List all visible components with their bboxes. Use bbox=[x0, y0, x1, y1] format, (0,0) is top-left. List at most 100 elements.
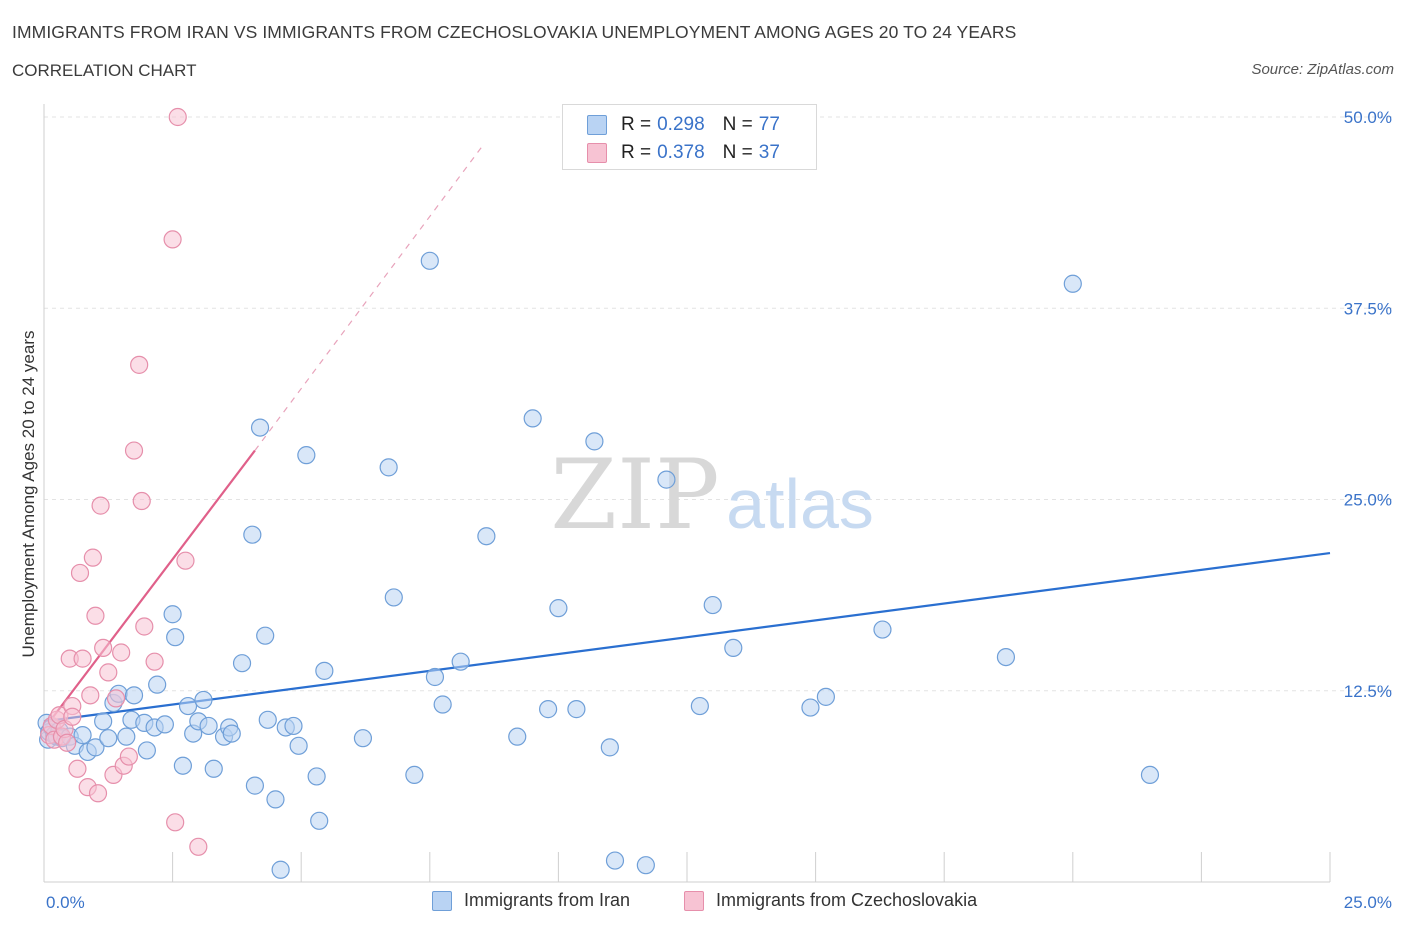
iran-point bbox=[284, 716, 303, 736]
czech-point bbox=[130, 355, 149, 374]
stats-legend: R = 0.298 N = 77 R = 0.378 N = 37 bbox=[562, 104, 817, 170]
legend-item-czech[interactable]: Immigrants from Czechoslovakia bbox=[684, 890, 977, 911]
iran-point bbox=[605, 851, 625, 870]
iran-point bbox=[873, 620, 892, 639]
tick-labels: 12.5% 25.0% 37.5% 50.0% 0.0% 25.0% bbox=[46, 108, 1392, 912]
czech-point bbox=[63, 707, 82, 726]
czech-point bbox=[119, 747, 138, 766]
legend-n-value: 37 bbox=[758, 142, 780, 163]
data-points bbox=[37, 107, 1160, 879]
czech-point bbox=[132, 491, 151, 511]
iran-point bbox=[243, 525, 262, 544]
czech-point bbox=[68, 759, 87, 778]
iran-point bbox=[307, 767, 326, 786]
czech-point bbox=[88, 784, 108, 803]
iran-point bbox=[585, 432, 604, 451]
iran-point bbox=[477, 527, 496, 546]
iran-point bbox=[451, 652, 470, 671]
legend-n-label: N = bbox=[722, 114, 753, 135]
chart-title: IMMIGRANTS FROM IRAN VS IMMIGRANTS FROM … bbox=[12, 22, 1017, 42]
iran-point bbox=[173, 756, 192, 775]
iran-point bbox=[137, 741, 156, 760]
legend-swatch-iran bbox=[432, 890, 452, 911]
legend-n-value: 77 bbox=[758, 114, 780, 135]
legend-r-label: R = bbox=[621, 142, 652, 163]
y-tick-label: 37.5% bbox=[1344, 299, 1392, 318]
iran-point bbox=[724, 638, 743, 658]
czech-point bbox=[135, 617, 154, 636]
iran-point bbox=[353, 729, 373, 748]
legend-swatch-iran bbox=[587, 115, 607, 135]
trend-line-czech bbox=[43, 449, 256, 730]
trend-lines bbox=[43, 147, 1331, 730]
iran-point bbox=[94, 712, 113, 731]
x-tick-label: 0.0% bbox=[46, 893, 85, 912]
legend-item-iran[interactable]: Immigrants from Iran bbox=[432, 890, 630, 911]
y-tick-label: 50.0% bbox=[1344, 108, 1392, 127]
legend-n-label: N = bbox=[722, 142, 753, 163]
iran-point bbox=[86, 738, 105, 757]
iran-point bbox=[600, 738, 619, 757]
iran-point bbox=[636, 856, 655, 875]
czech-point bbox=[94, 638, 113, 658]
source-credit: Source: ZipAtlas.com bbox=[1251, 61, 1394, 78]
iran-point bbox=[405, 765, 424, 785]
iran-point bbox=[256, 626, 275, 645]
czech-point bbox=[99, 663, 118, 682]
iran-point bbox=[266, 790, 285, 809]
czech-point bbox=[176, 551, 195, 570]
iran-point bbox=[124, 686, 144, 705]
trend-line-czech-extended bbox=[254, 147, 482, 451]
iran-point bbox=[297, 446, 316, 465]
legend-swatch-czech bbox=[587, 143, 607, 163]
axes bbox=[43, 104, 1331, 883]
iran-point bbox=[155, 715, 174, 734]
iran-point bbox=[199, 716, 218, 736]
iran-point bbox=[310, 811, 329, 830]
iran-point bbox=[232, 654, 252, 673]
czech-point bbox=[163, 230, 182, 249]
iran-point bbox=[420, 251, 439, 270]
iran-point bbox=[657, 470, 676, 489]
iran-point bbox=[816, 687, 835, 706]
iran-point bbox=[166, 628, 185, 647]
czech-point bbox=[83, 548, 102, 567]
x-tick-label: 25.0% bbox=[1344, 893, 1392, 912]
iran-point bbox=[73, 726, 92, 745]
legend-swatch-czech bbox=[684, 890, 704, 911]
czech-point bbox=[73, 649, 92, 668]
czech-point bbox=[145, 652, 164, 671]
czech-point bbox=[58, 733, 77, 752]
iran-point bbox=[523, 409, 542, 428]
iran-point bbox=[117, 727, 136, 746]
watermark-atlas: atlas bbox=[726, 465, 874, 543]
iran-point bbox=[1063, 274, 1082, 293]
czech-point bbox=[70, 563, 90, 583]
iran-point bbox=[703, 595, 722, 615]
iran-point bbox=[148, 675, 167, 694]
chart-subtitle: CORRELATION CHART bbox=[12, 61, 197, 80]
czech-point bbox=[168, 107, 187, 127]
watermark-zip: ZIP bbox=[550, 439, 719, 551]
iran-point bbox=[567, 700, 586, 719]
iran-point bbox=[271, 860, 290, 879]
watermark: ZIP atlas bbox=[550, 439, 874, 551]
legend-row-iran: R = 0.298 N = 77 bbox=[587, 113, 780, 137]
trend-line-iran bbox=[43, 551, 1331, 723]
legend-r-value: 0.378 bbox=[657, 142, 705, 163]
iran-point bbox=[996, 647, 1016, 667]
czech-point bbox=[189, 837, 208, 856]
czech-point bbox=[86, 606, 105, 625]
iran-point bbox=[250, 418, 270, 437]
y-axis-label: Unemployment Among Ages 20 to 24 years bbox=[19, 331, 38, 658]
legend-r-value: 0.298 bbox=[657, 114, 705, 135]
iran-point bbox=[433, 695, 452, 714]
legend-row-czech: R = 0.378 N = 37 bbox=[587, 141, 780, 165]
iran-point bbox=[379, 458, 398, 477]
legend-r-label: R = bbox=[621, 114, 652, 135]
y-tick-label: 25.0% bbox=[1344, 491, 1392, 510]
iran-point bbox=[315, 661, 334, 680]
iran-point bbox=[690, 696, 709, 716]
legend-label-czech: Immigrants from Czechoslovakia bbox=[716, 890, 978, 910]
